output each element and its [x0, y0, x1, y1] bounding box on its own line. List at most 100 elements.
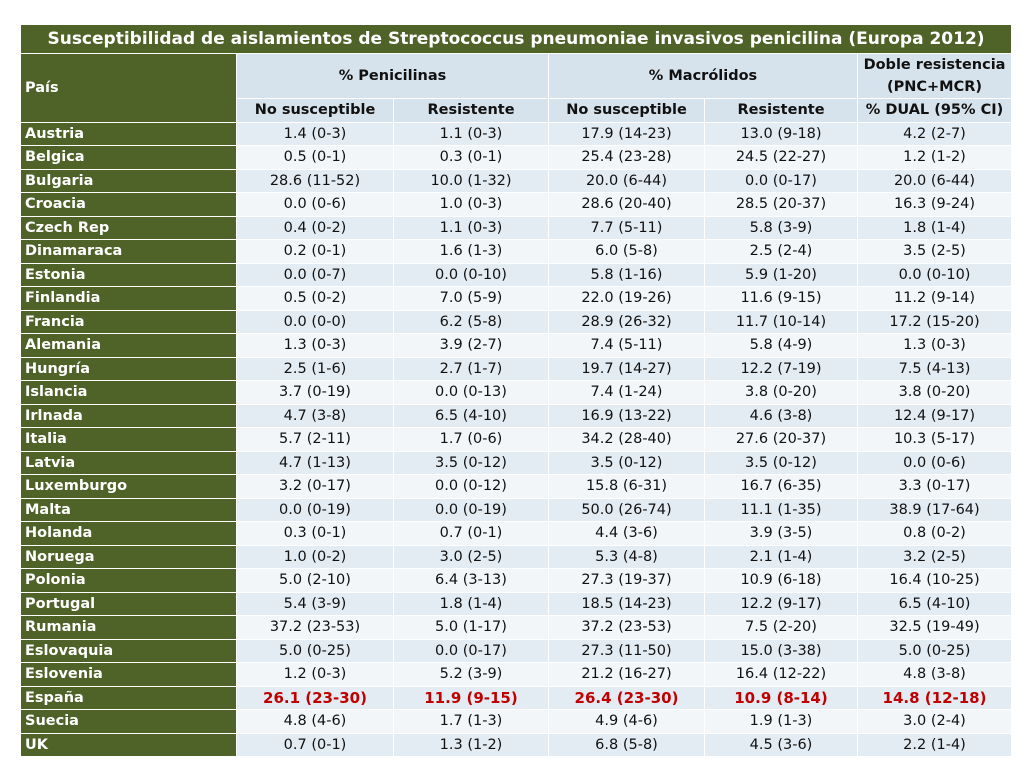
value-cell: 28.9 (26-32) — [548, 309, 705, 334]
value-cell: 6.0 (5-8) — [548, 239, 705, 264]
country-cell: Czech Rep — [20, 215, 237, 240]
value-cell: 3.7 (0-19) — [236, 380, 394, 405]
value-cell: 6.4 (3-13) — [393, 568, 549, 593]
value-cell: 16.4 (12-22) — [704, 662, 858, 687]
value-cell: 28.6 (11-52) — [236, 168, 394, 193]
table-row: Francia 0.0 (0-0) 6.2 (5-8) 28.9 (26-32) 11.… — [20, 309, 1013, 334]
table-row: Suecia 4.8 (4-6) 1.7 (1-3) 4.9 (4-6) 1.9 (1-… — [20, 709, 1013, 734]
table-row: Holanda 0.3 (0-1) 0.7 (0-1) 4.4 (3-6) 3.9 (3… — [20, 521, 1013, 546]
table-row: Islancia 3.7 (0-19) 0.0 (0-13) 7.4 (1-24) 3.… — [20, 380, 1013, 405]
value-cell: 11.6 (9-15) — [704, 286, 858, 311]
table-row: Malta 0.0 (0-19) 0.0 (0-19) 50.0 (26-74) 11.… — [20, 497, 1013, 522]
value-cell: 1.1 (0-3) — [393, 215, 549, 240]
value-cell: 16.9 (13-22) — [548, 403, 705, 428]
table-row: Alemania 1.3 (0-3) 3.9 (2-7) 7.4 (5-11) 5.8 … — [20, 333, 1013, 358]
value-cell: 10.0 (1-32) — [393, 168, 549, 193]
table-row: Portugal 5.4 (3-9) 1.8 (1-4) 18.5 (14-23) 12… — [20, 591, 1013, 616]
country-cell: Luxemburgo — [20, 474, 237, 499]
country-cell: Croacia — [20, 192, 237, 217]
subheader-pen-resistente: Resistente — [393, 98, 549, 123]
value-cell: 1.7 (1-3) — [393, 709, 549, 734]
value-cell: 5.0 (2-10) — [236, 568, 394, 593]
table-body: Austria 1.4 (0-3) 1.1 (0-3) 17.9 (14-23) 13.… — [20, 121, 1013, 757]
value-cell: 11.2 (9-14) — [856, 286, 1013, 311]
value-cell: 4.8 (3-8) — [856, 662, 1013, 687]
table-row: Estonia 0.0 (0-7) 0.0 (0-10) 5.8 (1-16) 5.9 … — [20, 262, 1013, 287]
country-cell: Polonia — [20, 568, 237, 593]
country-header: País — [20, 53, 237, 123]
value-cell: 3.2 (0-17) — [236, 474, 394, 499]
value-cell: 1.9 (1-3) — [704, 709, 858, 734]
value-cell: 16.7 (6-35) — [704, 474, 858, 499]
country-cell: España — [20, 685, 237, 710]
value-cell: 10.9 (8-14) — [704, 685, 858, 710]
value-cell: 0.0 (0-19) — [393, 497, 549, 522]
table-row: Dinamaraca 0.2 (0-1) 1.6 (1-3) 6.0 (5-8) 2.5… — [20, 239, 1013, 264]
value-cell: 0.5 (0-2) — [236, 286, 394, 311]
value-cell: 5.2 (3-9) — [393, 662, 549, 687]
value-cell: 0.7 (0-1) — [393, 521, 549, 546]
country-cell: Portugal — [20, 591, 237, 616]
value-cell: 37.2 (23-53) — [548, 615, 705, 640]
value-cell: 15.8 (6-31) — [548, 474, 705, 499]
table-row: Irlnada 4.7 (3-8) 6.5 (4-10) 16.9 (13-22) 4.… — [20, 403, 1013, 428]
table-row: Bulgaria 28.6 (11-52) 10.0 (1-32) 20.0 (6-4… — [20, 168, 1013, 193]
value-cell: 2.1 (1-4) — [704, 544, 858, 569]
value-cell: 1.8 (1-4) — [393, 591, 549, 616]
value-cell: 4.7 (3-8) — [236, 403, 394, 428]
table-row: Austria 1.4 (0-3) 1.1 (0-3) 17.9 (14-23) 13.… — [20, 121, 1013, 146]
table-row: Croacia 0.0 (0-6) 1.0 (0-3) 28.6 (20-40) 28.… — [20, 192, 1013, 217]
table-row: Rumania 37.2 (23-53) 5.0 (1-17) 37.2 (23-53… — [20, 615, 1013, 640]
value-cell: 20.0 (6-44) — [548, 168, 705, 193]
value-cell: 5.0 (0-25) — [856, 638, 1013, 663]
value-cell: 38.9 (17-64) — [856, 497, 1013, 522]
value-cell: 1.3 (0-3) — [856, 333, 1013, 358]
value-cell: 1.2 (0-3) — [236, 662, 394, 687]
value-cell: 7.5 (2-20) — [704, 615, 858, 640]
value-cell: 5.9 (1-20) — [704, 262, 858, 287]
value-cell: 21.2 (16-27) — [548, 662, 705, 687]
value-cell: 5.8 (3-9) — [704, 215, 858, 240]
value-cell: 0.0 (0-7) — [236, 262, 394, 287]
value-cell: 4.4 (3-6) — [548, 521, 705, 546]
value-cell: 0.0 (0-10) — [856, 262, 1013, 287]
country-cell: Holanda — [20, 521, 237, 546]
value-cell: 0.7 (0-1) — [236, 732, 394, 757]
country-cell: Francia — [20, 309, 237, 334]
value-cell: 16.3 (9-24) — [856, 192, 1013, 217]
value-cell: 18.5 (14-23) — [548, 591, 705, 616]
doble-resistencia-line2: (PNC+MCR) — [886, 79, 983, 95]
value-cell: 3.5 (2-5) — [856, 239, 1013, 264]
value-cell: 14.8 (12-18) — [856, 685, 1013, 710]
country-cell: Rumania — [20, 615, 237, 640]
value-cell: 3.0 (2-5) — [393, 544, 549, 569]
value-cell: 5.7 (2-11) — [236, 427, 394, 452]
value-cell: 0.0 (0-19) — [236, 497, 394, 522]
value-cell: 50.0 (26-74) — [548, 497, 705, 522]
value-cell: 28.6 (20-40) — [548, 192, 705, 217]
table-row: España 26.1 (23-30) 11.9 (9-15) 26.4 (23-30… — [20, 685, 1013, 710]
country-cell: Eslovaquia — [20, 638, 237, 663]
country-cell: Austria — [20, 121, 237, 146]
value-cell: 12.4 (9-17) — [856, 403, 1013, 428]
susceptibility-table: Susceptibilidad de aislamientos de Strep… — [19, 24, 1013, 757]
value-cell: 1.7 (0-6) — [393, 427, 549, 452]
value-cell: 4.5 (3-6) — [704, 732, 858, 757]
value-cell: 4.6 (3-8) — [704, 403, 858, 428]
value-cell: 20.0 (6-44) — [856, 168, 1013, 193]
value-cell: 7.4 (1-24) — [548, 380, 705, 405]
value-cell: 32.5 (19-49) — [856, 615, 1013, 640]
value-cell: 28.5 (20-37) — [704, 192, 858, 217]
value-cell: 1.2 (1-2) — [856, 145, 1013, 170]
value-cell: 11.9 (9-15) — [393, 685, 549, 710]
value-cell: 3.9 (3-5) — [704, 521, 858, 546]
value-cell: 3.8 (0-20) — [704, 380, 858, 405]
value-cell: 27.3 (11-50) — [548, 638, 705, 663]
macrolidos-header: % Macrólidos — [548, 53, 858, 99]
value-cell: 1.1 (0-3) — [393, 121, 549, 146]
country-cell: Belgica — [20, 145, 237, 170]
value-cell: 0.0 (0-13) — [393, 380, 549, 405]
country-cell: Noruega — [20, 544, 237, 569]
value-cell: 4.9 (4-6) — [548, 709, 705, 734]
value-cell: 5.8 (4-9) — [704, 333, 858, 358]
